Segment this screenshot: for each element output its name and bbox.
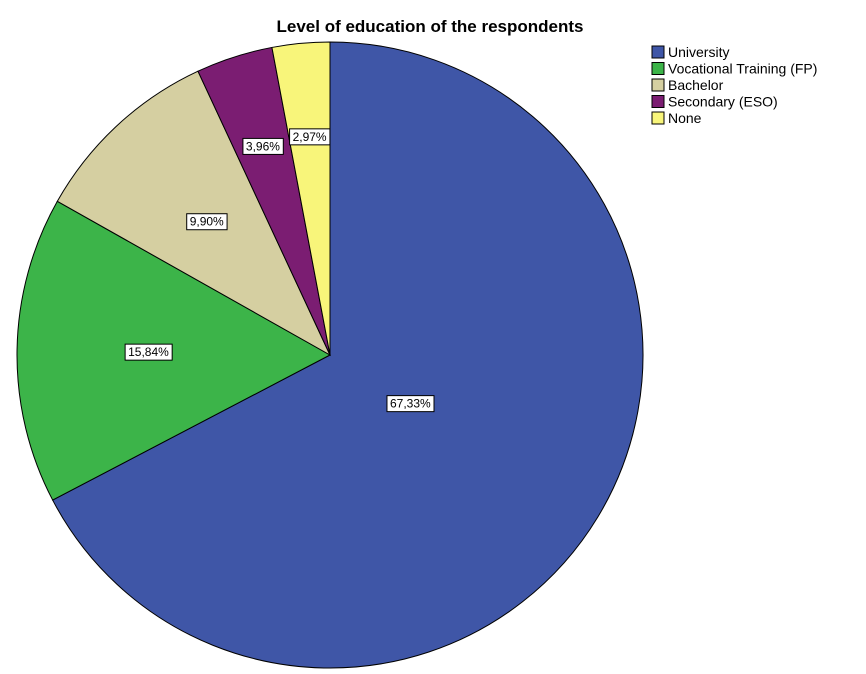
- legend-swatch: [651, 111, 665, 125]
- slice-label-none: 2,97%: [289, 128, 331, 146]
- slice-label-box: [386, 395, 435, 413]
- chart-title: Level of education of the respondents: [277, 17, 584, 36]
- slice-label-text: 9,90%: [190, 215, 224, 229]
- legend-item-none: None: [651, 110, 702, 126]
- legend-swatch: [651, 62, 665, 75]
- slice-label-box: [186, 213, 228, 231]
- slice-label-secondary-eso: 3,96%: [242, 137, 284, 155]
- legend-item-bachelor: Bachelor: [651, 77, 724, 93]
- legend-label: Bachelor: [668, 77, 724, 93]
- slice-label-text: 15,84%: [128, 345, 169, 359]
- slice-label-text: 67,33%: [390, 397, 431, 411]
- legend-swatch: [651, 78, 665, 92]
- legend-label: University: [668, 44, 729, 60]
- pie-slice-bachelor: [56, 70, 332, 357]
- slices-layer: [16, 41, 644, 669]
- legend-label: Vocational Training (FP): [668, 61, 817, 77]
- legend-item-vocational-training-fp: Vocational Training (FP): [651, 61, 817, 77]
- legend-swatch: [651, 95, 665, 108]
- slice-label-box: [242, 137, 284, 155]
- slice-label-box: [124, 343, 173, 361]
- legend-label: None: [668, 110, 702, 126]
- pie-slice-vocational-training-fp: [16, 200, 332, 501]
- slice-label-vocational-training-fp: 15,84%: [124, 343, 173, 361]
- slice-labels-layer: 67,33% 15,84% 9,90% 3,96% 2,97%: [124, 128, 435, 413]
- legend-item-university: University: [651, 44, 729, 60]
- legend-swatch: [651, 45, 665, 59]
- pie-slice-university: [51, 41, 644, 669]
- slice-label-university: 67,33%: [386, 395, 435, 413]
- pie-slice-none: [271, 41, 331, 356]
- slice-label-text: 2,97%: [293, 130, 327, 144]
- slice-label-text: 3,96%: [246, 139, 280, 153]
- legend-label: Secondary (ESO): [668, 94, 778, 110]
- slice-label-bachelor: 9,90%: [186, 213, 228, 231]
- legend-item-secondary-eso: Secondary (ESO): [651, 94, 778, 110]
- slice-label-box: [289, 128, 331, 146]
